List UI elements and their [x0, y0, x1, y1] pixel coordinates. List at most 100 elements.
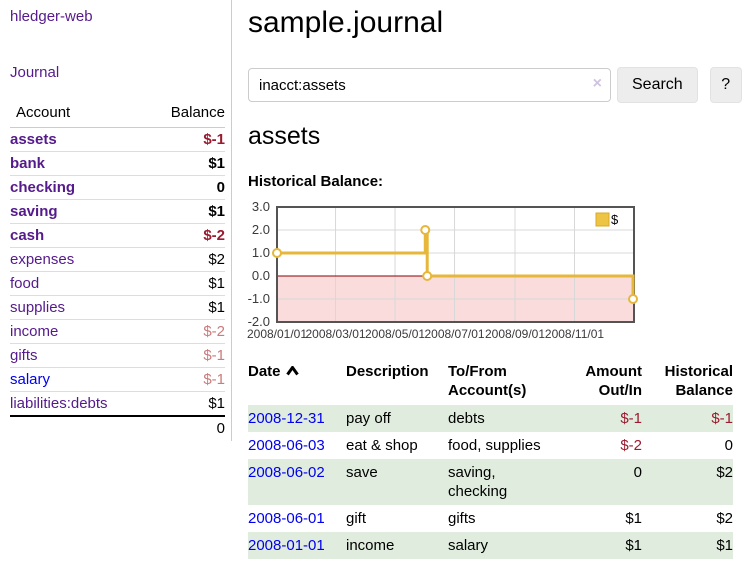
account-balance: $1	[142, 271, 225, 296]
account-row: assets $-1	[10, 128, 225, 152]
account-balance: 0	[142, 175, 225, 200]
accounts-header-balance: Balance	[142, 100, 225, 128]
register-table: Date Description To/From Account(s) Amou…	[248, 362, 733, 559]
svg-text:$: $	[611, 212, 619, 227]
accounts-header-account: Account	[10, 100, 143, 128]
account-row: checking 0	[10, 175, 225, 200]
account-link-gifts[interactable]: gifts	[10, 347, 38, 364]
transaction-amount: 0	[633, 464, 642, 481]
transaction-description: income	[346, 537, 395, 554]
account-link-food[interactable]: food	[10, 275, 40, 292]
svg-text:-2.0: -2.0	[248, 314, 270, 329]
transaction-amount: $1	[625, 537, 642, 554]
account-row: expenses $2	[10, 247, 225, 272]
svg-text:0.0: 0.0	[252, 268, 270, 283]
register-header-description: Description	[346, 363, 429, 380]
clear-search-icon[interactable]: ×	[592, 75, 602, 92]
transaction-date-link[interactable]: 2008-06-01	[248, 510, 325, 527]
transaction-date-link[interactable]: 2008-12-31	[248, 410, 325, 427]
svg-text:2008/07/01: 2008/07/01	[424, 327, 484, 341]
register-header-amount: Amount Out/In	[585, 363, 642, 399]
transaction-description: gift	[346, 510, 367, 527]
account-row: food $1	[10, 271, 225, 296]
transaction-description: save	[346, 464, 378, 481]
register-header-row: Date Description To/From Account(s) Amou…	[248, 362, 733, 405]
nav-journal-link[interactable]: Journal	[10, 64, 60, 81]
svg-text:1.0: 1.0	[252, 245, 270, 260]
accounts-total-row: 0	[10, 415, 225, 440]
account-row: saving $1	[10, 199, 225, 224]
transaction-description: eat & shop	[346, 437, 418, 454]
account-link-checking[interactable]: checking	[10, 179, 76, 196]
account-balance: $-1	[203, 131, 225, 148]
register-header-date-label: Date	[248, 363, 281, 380]
account-link-supplies[interactable]: supplies	[10, 299, 66, 316]
sidebar-divider	[231, 0, 232, 441]
historical-balance-chart: $3.0 2.0 1.0 0.0 -1.0 -2.0 2008/01/01 2008/03/0…	[247, 199, 726, 350]
accounts-header-row: Account Balance	[10, 100, 225, 128]
account-balance: $1	[142, 151, 225, 176]
svg-text:-1.0: -1.0	[248, 291, 270, 306]
account-link-assets[interactable]: assets	[10, 131, 57, 148]
accounts-total-value: 0	[142, 415, 225, 440]
chart-canvas: $3.0 2.0 1.0 0.0 -1.0 -2.02008/01/012008/03/0…	[247, 199, 639, 341]
account-balance: $-2	[142, 223, 225, 248]
account-balance: $-2	[142, 319, 225, 344]
transaction-balance: 0	[724, 437, 733, 454]
transaction-date-link[interactable]: 2008-06-02	[248, 464, 325, 481]
account-link-liabilities-debts[interactable]: liabilities:debts	[10, 395, 108, 412]
account-row: liabilities:debts $1	[10, 391, 225, 416]
svg-text:2008/09/01: 2008/09/01	[485, 327, 545, 341]
account-link-saving[interactable]: saving	[10, 203, 58, 220]
account-link-cash[interactable]: cash	[10, 227, 45, 244]
search-input[interactable]	[248, 68, 611, 102]
transaction-accounts: food, supplies	[448, 437, 541, 454]
page-title: sample.journal	[248, 6, 444, 39]
account-row: salary $-1	[10, 367, 225, 392]
transaction-accounts: saving, checking	[448, 464, 508, 500]
search-form: × Search ?	[248, 67, 742, 103]
transaction-amount: $1	[625, 510, 642, 527]
transaction-balance: $2	[716, 510, 733, 527]
transaction-date-link[interactable]: 2008-01-01	[248, 537, 325, 554]
transaction-accounts: debts	[448, 410, 485, 427]
account-balance: $-1	[142, 343, 225, 368]
account-balance: $1	[142, 391, 225, 416]
transaction-balance: $-1	[711, 410, 733, 427]
account-link-salary[interactable]: salary	[10, 371, 51, 388]
search-button[interactable]: Search	[617, 67, 698, 103]
svg-text:2.0: 2.0	[252, 222, 270, 237]
account-row: supplies $1	[10, 295, 225, 320]
transaction-balance: $1	[716, 537, 733, 554]
account-balance: $1	[142, 199, 225, 224]
register-row[interactable]: 2008-06-02 save saving, checking 0 $2	[248, 459, 733, 505]
account-link-bank[interactable]: bank	[10, 155, 46, 172]
help-button[interactable]: ?	[709, 67, 742, 103]
register-header-balance: Historical Balance	[664, 363, 733, 399]
transaction-accounts: gifts	[448, 510, 476, 527]
sidebar-brand-link[interactable]: hledger-web	[10, 8, 93, 25]
register-header-accounts: To/From Account(s)	[448, 363, 527, 399]
transaction-accounts: salary	[448, 537, 489, 554]
accounts-table: Account Balance assets $-1 bank $1 check…	[10, 100, 225, 440]
transaction-amount: $-1	[620, 410, 642, 427]
chart-heading: Historical Balance:	[248, 173, 384, 190]
register-header-date[interactable]: Date	[248, 362, 346, 405]
transaction-amount: $-2	[620, 437, 642, 454]
transaction-balance: $2	[716, 464, 733, 481]
register-row[interactable]: 2008-12-31 pay off debts $-1 $-1	[248, 405, 733, 432]
account-balance: $2	[142, 247, 225, 272]
account-row: gifts $-1	[10, 343, 225, 368]
register-row[interactable]: 2008-01-01 income salary $1 $1	[248, 532, 733, 559]
account-row: income $-2	[10, 319, 225, 344]
transaction-description: pay off	[346, 410, 391, 427]
svg-text:2008/01/01: 2008/01/01	[247, 327, 307, 341]
register-row[interactable]: 2008-06-01 gift gifts $1 $2	[248, 505, 733, 532]
account-link-expenses[interactable]: expenses	[10, 251, 75, 268]
account-link-income[interactable]: income	[10, 323, 59, 340]
register-row[interactable]: 2008-06-03 eat & shop food, supplies $-2…	[248, 432, 733, 459]
account-balance: $-1	[142, 367, 225, 392]
account-balance: $1	[142, 295, 225, 320]
svg-text:2008/11/01: 2008/11/01	[545, 327, 604, 341]
transaction-date-link[interactable]: 2008-06-03	[248, 437, 325, 454]
